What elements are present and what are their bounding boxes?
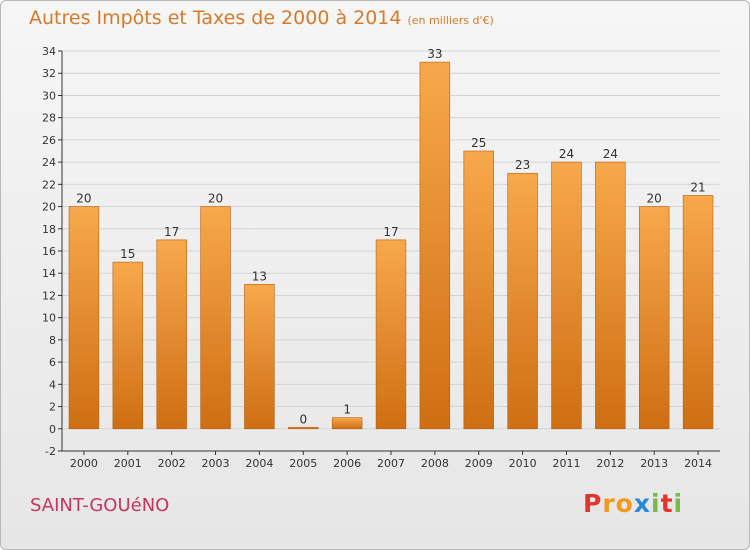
data-label-2009: 25 [471, 136, 486, 150]
y-tick-label: -2 [45, 445, 56, 458]
bar-2001 [112, 261, 144, 430]
x-tick-label-2010: 2010 [509, 457, 537, 470]
y-tick-label: 18 [42, 223, 56, 236]
x-tick-label-2012: 2012 [596, 457, 624, 470]
data-label-2006: 1 [343, 403, 351, 417]
bar-2008 [419, 61, 451, 430]
y-tick-label: 34 [42, 45, 56, 58]
data-label-2003: 20 [208, 192, 223, 206]
y-tick-label: 30 [42, 89, 56, 102]
x-tick-label-2014: 2014 [684, 457, 712, 470]
data-label-2001: 15 [120, 247, 135, 261]
y-tick-label: 0 [49, 423, 56, 436]
data-label-2012: 24 [603, 147, 618, 161]
y-tick-label: 12 [42, 289, 56, 302]
data-label-2010: 23 [515, 158, 530, 172]
proxiti-logo-letter: t [660, 489, 674, 518]
bar-2004 [244, 284, 275, 430]
proxiti-logo-letter: i [673, 489, 684, 518]
bar-2000 [68, 206, 100, 430]
data-label-2011: 24 [559, 147, 574, 161]
y-tick-label: 32 [42, 67, 56, 80]
bar-2005 [288, 426, 319, 430]
y-tick-label: 8 [49, 334, 56, 347]
y-tick-label: 26 [42, 134, 56, 147]
proxiti-logo: Proxiti [583, 489, 683, 518]
x-tick-label-2009: 2009 [465, 457, 493, 470]
x-tick-label-2008: 2008 [421, 457, 449, 470]
data-label-2004: 13 [252, 269, 267, 283]
x-tick-label-2000: 2000 [70, 457, 98, 470]
x-tick-label-2011: 2011 [552, 457, 580, 470]
bar-2013 [638, 206, 670, 430]
chart-title-text: Autres Impôts et Taxes de 2000 à 2014 [29, 7, 402, 29]
bar-2009 [463, 150, 494, 430]
y-tick-label: 4 [49, 378, 56, 391]
x-tick-label-2007: 2007 [377, 457, 405, 470]
bar-2012 [595, 161, 626, 430]
x-tick-label-2006: 2006 [333, 457, 361, 470]
data-label-2000: 20 [76, 192, 91, 206]
x-tick-label-2002: 2002 [158, 457, 186, 470]
bar-2007 [375, 239, 407, 430]
x-tick-label-2013: 2013 [640, 457, 668, 470]
data-label-2007: 17 [383, 225, 398, 239]
y-tick-label: 22 [42, 178, 56, 191]
y-tick-label: 24 [42, 156, 56, 169]
bar-2014 [682, 195, 714, 430]
commune-name: SAINT-GOUéNO [30, 495, 170, 516]
y-tick-label: 6 [49, 356, 56, 369]
bar-2011 [551, 161, 582, 430]
x-tick-label-2001: 2001 [114, 457, 142, 470]
y-tick-label: 14 [42, 267, 56, 280]
proxiti-logo-letter: r [602, 489, 616, 518]
data-label-2013: 20 [647, 192, 662, 206]
x-tick-label-2003: 2003 [202, 457, 230, 470]
y-tick-label: 16 [42, 245, 56, 258]
proxiti-logo-letter: x [633, 489, 651, 518]
data-label-2014: 21 [690, 180, 705, 194]
bar-2003 [200, 206, 231, 430]
chart-title: Autres Impôts et Taxes de 2000 à 2014 (en… [29, 7, 494, 29]
proxiti-logo-letter: o [615, 489, 634, 518]
data-label-2008: 33 [427, 47, 442, 61]
x-tick-label-2004: 2004 [245, 457, 273, 470]
proxiti-logo-letter: i [651, 489, 661, 518]
proxiti-logo-letter: P [583, 489, 603, 518]
bar-2002 [156, 239, 187, 430]
chart-title-unit: (en milliers d'€) [407, 14, 494, 27]
y-tick-label: 28 [42, 112, 56, 125]
data-label-2002: 17 [164, 225, 179, 239]
bar-2006 [331, 417, 363, 430]
y-tick-label: 2 [49, 401, 56, 414]
bar-2010 [507, 172, 538, 430]
y-tick-label: 10 [42, 312, 56, 325]
y-tick-label: 20 [42, 201, 56, 214]
x-tick-label-2005: 2005 [289, 457, 317, 470]
data-label-2005: 0 [299, 412, 307, 426]
